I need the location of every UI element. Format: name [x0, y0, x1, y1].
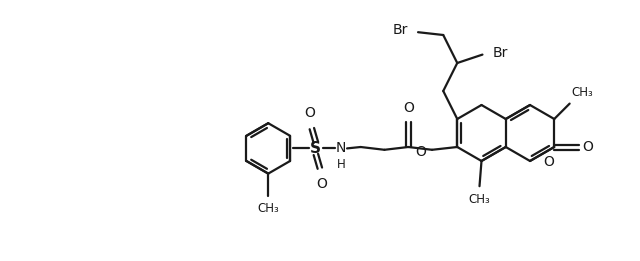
Text: O: O — [403, 101, 413, 115]
Text: CH₃: CH₃ — [468, 193, 490, 206]
Text: N: N — [336, 141, 346, 155]
Text: Br: Br — [492, 46, 508, 60]
Text: H: H — [337, 158, 346, 171]
Text: O: O — [305, 106, 316, 120]
Text: CH₃: CH₃ — [257, 202, 279, 215]
Text: S: S — [310, 141, 321, 156]
Text: O: O — [316, 177, 327, 191]
Text: O: O — [415, 145, 426, 159]
Text: O: O — [582, 140, 593, 154]
Text: O: O — [544, 155, 555, 169]
Text: CH₃: CH₃ — [572, 86, 593, 99]
Text: Br: Br — [393, 23, 408, 37]
